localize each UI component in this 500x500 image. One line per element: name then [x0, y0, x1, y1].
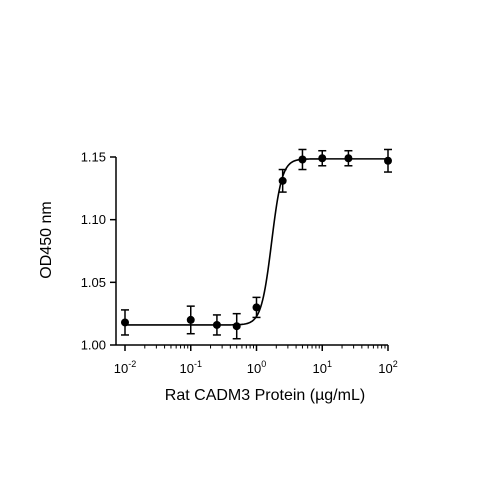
y-ticks: 1.00 1.05 1.10 1.15 [81, 150, 116, 353]
data-point [344, 154, 353, 163]
data-points [121, 148, 392, 340]
data-point [186, 315, 195, 324]
y-tick-label: 1.10 [81, 212, 106, 227]
data-point [278, 176, 287, 185]
x-ticks: 10-2 10-1 100 101 102 [114, 345, 398, 376]
data-point [232, 322, 241, 331]
x-tick-label: 101 [313, 359, 332, 376]
y-tick-label: 1.05 [81, 275, 106, 290]
x-axis-title: Rat CADM3 Protein (µg/mL) [165, 387, 365, 404]
y-axis-title: OD450 nm [38, 201, 55, 278]
axes [115, 157, 388, 346]
y-tick-label: 1.00 [81, 338, 106, 353]
y-tick-label: 1.15 [81, 150, 106, 165]
data-point [212, 320, 221, 329]
data-point [318, 154, 327, 163]
data-point [121, 318, 129, 327]
data-point [298, 155, 307, 164]
data-point [384, 156, 392, 165]
x-tick-label: 100 [247, 359, 266, 376]
x-tick-label: 102 [378, 359, 397, 376]
data-point [252, 303, 261, 312]
x-tick-label: 10-1 [180, 359, 202, 376]
x-tick-label: 10-2 [114, 359, 136, 376]
